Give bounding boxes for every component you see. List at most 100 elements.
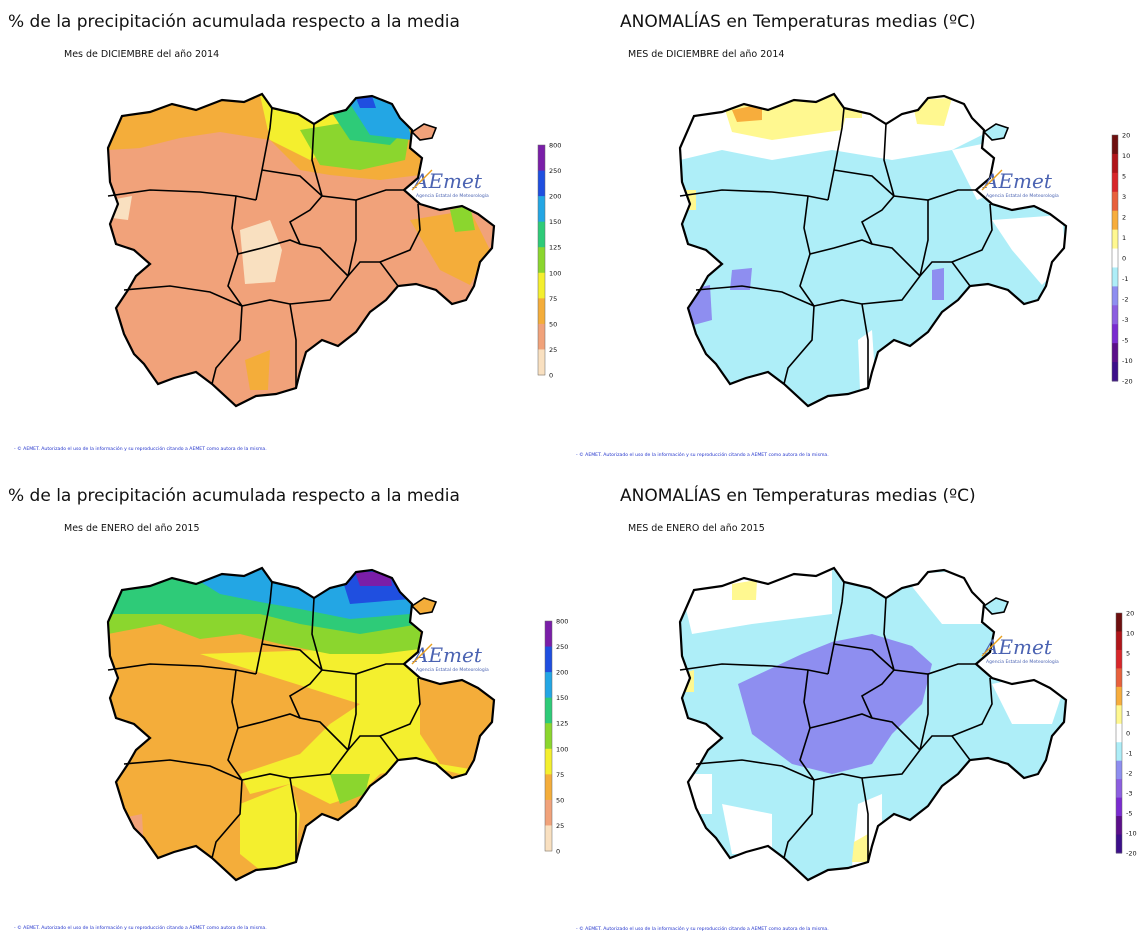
colorbar-segment <box>1116 631 1122 651</box>
island <box>982 597 1010 615</box>
colorbar-tick-label: 20 <box>1126 610 1134 618</box>
colorbar-segment <box>538 221 545 248</box>
province-border <box>261 169 404 201</box>
province-border <box>211 779 243 859</box>
region-outline <box>106 566 496 882</box>
province-border <box>261 643 404 675</box>
colorbar-tick-label: -20 <box>1126 850 1137 858</box>
colorbar-segment <box>1116 797 1122 817</box>
contour-region <box>852 834 870 862</box>
colorbar-segment <box>1112 305 1118 325</box>
province-border <box>833 169 976 201</box>
colorbar-segment <box>545 723 552 750</box>
province-border <box>379 735 399 761</box>
logo-swoosh <box>981 169 1003 191</box>
colorbar-tick-label: 20 <box>1122 132 1130 140</box>
panel-temp-dec-2014: ANOMALÍAS en Temperaturas medias (ºC) ME… <box>572 0 1142 470</box>
colorbar-tick-label: 2 <box>1122 214 1126 222</box>
logo-text: AEmet <box>412 643 483 667</box>
colorbar-segment <box>1116 668 1122 688</box>
colorbar-tick-label: 1 <box>1126 710 1130 718</box>
colorbar-tick-label: 1 <box>1122 234 1126 242</box>
colorbar-tick-label: -5 <box>1122 337 1128 345</box>
province-border <box>827 581 845 675</box>
footnote: - © AEMET. Autorizado el uso de la infor… <box>576 927 829 932</box>
colorbar-tick-label: 250 <box>549 167 561 175</box>
contour-region <box>738 634 932 774</box>
province-border <box>679 189 829 201</box>
colorbar-segment <box>538 323 545 350</box>
island <box>982 123 1010 141</box>
colorbar-tick-label: -2 <box>1126 770 1132 778</box>
region-outline <box>678 566 1068 882</box>
colorbar-tick-label: 50 <box>556 796 564 804</box>
colorbar-segment <box>1116 613 1122 632</box>
colorbar-segment <box>1116 705 1122 725</box>
colorbar-segment <box>1112 153 1118 174</box>
contour-region <box>732 580 757 600</box>
colorbar-tick-label: 125 <box>549 244 561 252</box>
province-border <box>695 285 815 307</box>
colorbar-segment <box>1112 191 1118 212</box>
province-border <box>860 669 921 751</box>
footnote: - © AEMET. Autorizado el uso de la infor… <box>14 447 267 452</box>
colorbar-segment <box>545 646 552 673</box>
colorbar-segment <box>545 621 552 648</box>
contour-region <box>932 268 944 300</box>
colorbar-tick-label: -3 <box>1122 316 1128 324</box>
colorbar-segment <box>1116 779 1122 799</box>
contour-region <box>450 205 475 232</box>
panel-subtitle: MES de DICIEMBRE del año 2014 <box>628 49 785 60</box>
contour-region <box>680 670 694 692</box>
colorbar-segment <box>1112 267 1118 287</box>
colorbar-segment <box>1112 172 1118 193</box>
province-border <box>347 200 357 277</box>
contour-region <box>240 220 282 284</box>
province-border <box>288 195 349 277</box>
colorbar-segment <box>538 196 545 223</box>
colorbar-tick-label: 200 <box>556 669 568 677</box>
province-border <box>951 677 993 737</box>
province-border <box>255 581 273 675</box>
colorbar-tick-label: 3 <box>1126 670 1130 678</box>
contour-region <box>240 784 300 870</box>
colorbar-tick-label: 75 <box>549 295 557 303</box>
colorbar-tick-label: 3 <box>1122 193 1126 201</box>
panel-subtitle: MES de ENERO del año 2015 <box>628 523 765 534</box>
colorbar-segment <box>538 349 545 376</box>
province-border <box>311 597 323 671</box>
colorbar-tick-label: -20 <box>1122 378 1133 386</box>
province-border <box>919 674 929 751</box>
panel-temp-jan-2015: ANOMALÍAS en Temperaturas medias (ºC) ME… <box>572 474 1142 944</box>
colorbar-segment <box>545 799 552 826</box>
province-border <box>809 239 873 255</box>
colorbar-tick-label: 800 <box>549 142 561 150</box>
colorbar-frame <box>1111 134 1119 382</box>
colorbar-tick-label: -5 <box>1126 810 1132 818</box>
province-border <box>679 663 829 675</box>
colorbar-tick-label: 0 <box>556 848 560 856</box>
province-border <box>237 713 301 729</box>
colorbar-segment <box>1116 723 1122 743</box>
logo-text: AEmet <box>982 635 1053 659</box>
colorbar-segment <box>1112 324 1118 344</box>
panel-subtitle: Mes de ENERO del año 2015 <box>64 523 200 534</box>
colorbar-segment <box>1116 742 1122 762</box>
colorbar-tick-label: 50 <box>549 320 557 328</box>
logo-text: AEmet <box>412 169 483 193</box>
colorbar-segment <box>538 272 545 299</box>
region-outline <box>106 92 496 408</box>
contour-region <box>330 774 370 804</box>
contour-region <box>355 572 392 586</box>
contour-region <box>992 674 1062 724</box>
province-border <box>951 203 993 263</box>
panel-subtitle: Mes de DICIEMBRE del año 2014 <box>64 49 220 60</box>
province-border <box>123 759 243 781</box>
contour-region <box>722 804 772 854</box>
colorbar-tick-label: 10 <box>1122 152 1130 160</box>
colorbar-tick-label: 800 <box>556 618 568 626</box>
